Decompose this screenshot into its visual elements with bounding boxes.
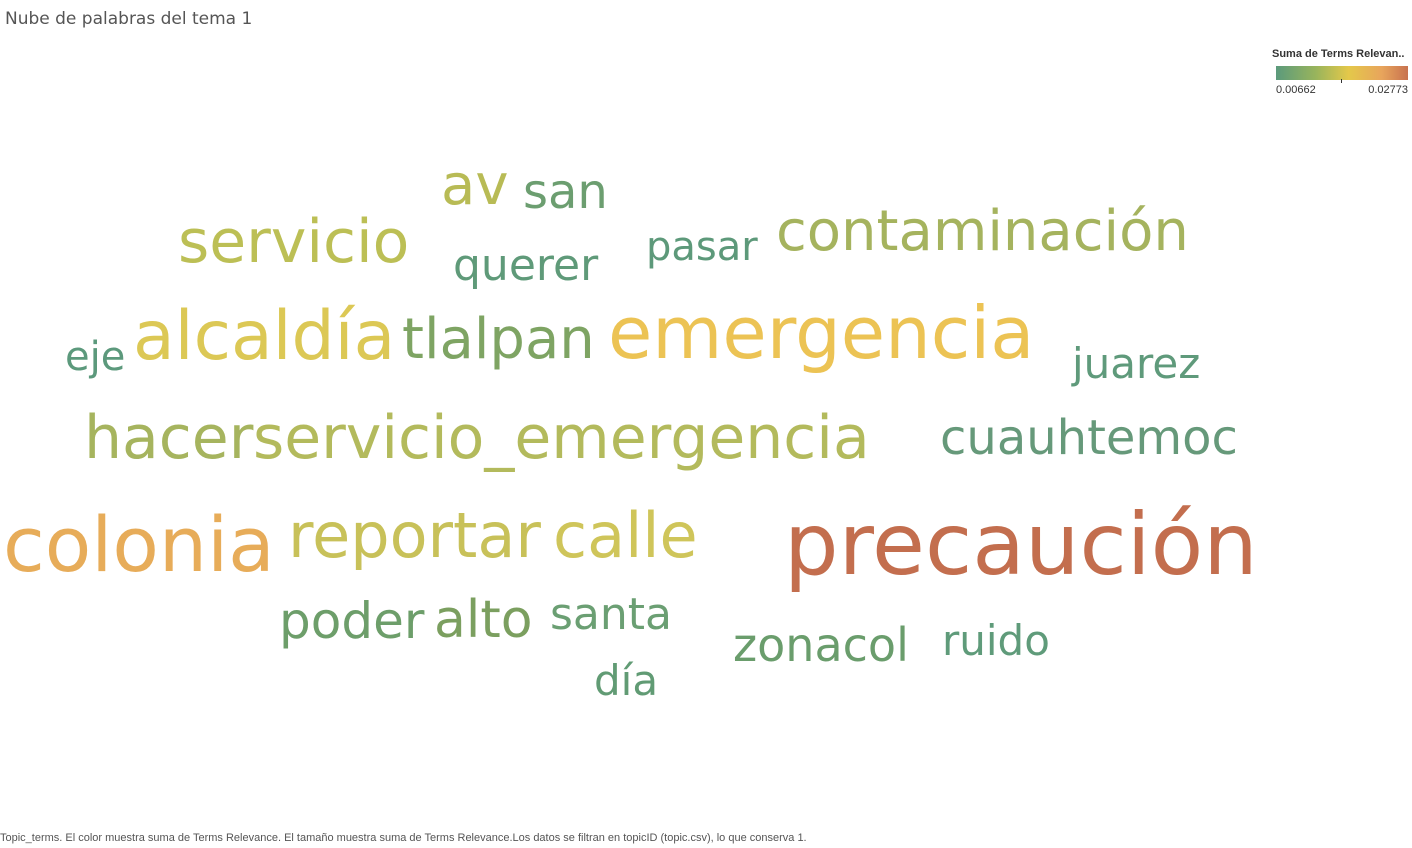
word-emergencia[interactable]: emergencia bbox=[608, 291, 1035, 375]
word-poder[interactable]: poder bbox=[279, 592, 425, 650]
color-legend[interactable]: Suma de Terms Relevan.. 0.00662 0.02773 bbox=[1272, 48, 1410, 96]
word-querer[interactable]: querer bbox=[453, 240, 599, 291]
word-cuauhtemoc[interactable]: cuauhtemoc bbox=[940, 410, 1238, 466]
legend-title: Suma de Terms Relevan.. bbox=[1272, 48, 1405, 60]
caption: Topic_terms. El color muestra suma de Te… bbox=[0, 832, 807, 844]
word-colonia[interactable]: colonia bbox=[3, 500, 275, 589]
word-ruido[interactable]: ruido bbox=[942, 616, 1050, 665]
word-servicio[interactable]: servicio bbox=[178, 207, 410, 277]
word-zonacol[interactable]: zonacol bbox=[733, 618, 909, 672]
word-servicio_emergencia[interactable]: servicio_emergencia bbox=[253, 403, 870, 473]
word-alcald-a[interactable]: alcaldía bbox=[133, 297, 396, 376]
legend-color-ramp bbox=[1276, 66, 1408, 80]
legend-max-label: 0.02773 bbox=[1368, 84, 1408, 96]
word-tlalpan[interactable]: tlalpan bbox=[402, 307, 595, 372]
word-reportar[interactable]: reportar bbox=[288, 499, 541, 572]
word-d-a[interactable]: día bbox=[594, 656, 659, 705]
word-hacer[interactable]: hacer bbox=[84, 403, 254, 473]
word-pasar[interactable]: pasar bbox=[646, 224, 758, 270]
legend-mid-tick bbox=[1341, 79, 1342, 83]
word-santa[interactable]: santa bbox=[550, 589, 672, 640]
word-calle[interactable]: calle bbox=[553, 499, 698, 572]
word-juarez[interactable]: juarez bbox=[1072, 339, 1201, 388]
legend-min-label: 0.00662 bbox=[1276, 84, 1316, 96]
word-av[interactable]: av bbox=[441, 153, 509, 218]
word-san[interactable]: san bbox=[523, 164, 608, 220]
word-contaminaci-n[interactable]: contaminación bbox=[776, 199, 1189, 264]
chart-title: Nube de palabras del tema 1 bbox=[5, 9, 253, 29]
word-eje[interactable]: eje bbox=[65, 334, 126, 380]
word-precauci-n[interactable]: precaución bbox=[784, 495, 1258, 595]
word-alto[interactable]: alto bbox=[434, 590, 533, 650]
